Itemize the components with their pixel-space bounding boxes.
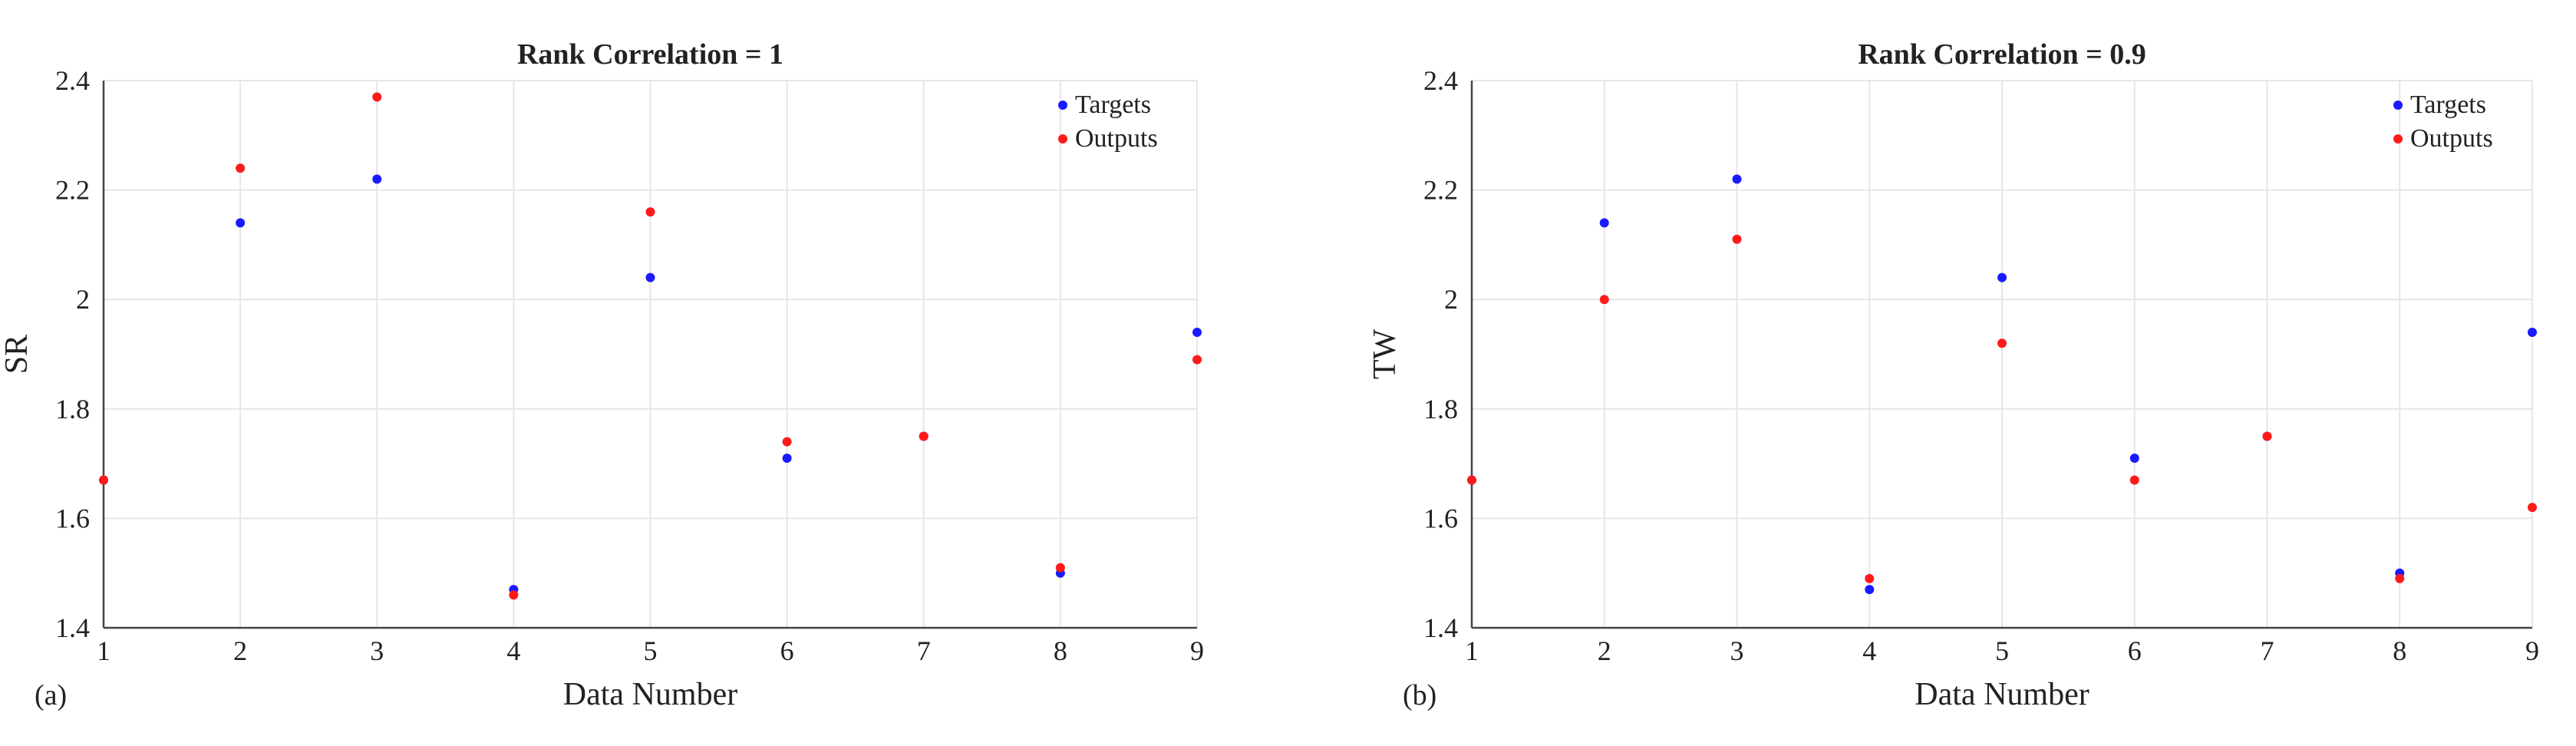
x-tick-label: 5 xyxy=(1995,635,2009,666)
y-tick-label: 2.2 xyxy=(1423,175,1458,206)
data-point-outputs xyxy=(782,437,792,447)
panel-label: (b) xyxy=(1403,679,1436,711)
data-point-targets xyxy=(1192,327,1202,337)
x-tick-label: 1 xyxy=(1465,635,1479,666)
y-tick-label: 2.4 xyxy=(1423,65,1458,96)
x-axis-label: Data Number xyxy=(1915,677,2089,712)
chart-title: Rank Correlation = 1 xyxy=(517,38,783,71)
data-point-targets xyxy=(1997,272,2007,282)
data-point-outputs xyxy=(2262,431,2272,441)
x-tick-label: 6 xyxy=(780,635,794,666)
legend-label: Targets xyxy=(2410,91,2486,119)
data-point-outputs xyxy=(2129,475,2139,485)
legend-label: Outputs xyxy=(2410,124,2493,153)
chart-a: 1 2 3 4 5 6 7 8 9 1.4 1.6 1.8 2 2.2 2.4 Rank Correlatio… xyxy=(0,38,1204,712)
chart-b: 1 2 3 4 5 6 7 8 9 1.4 1.6 1.8 2 2.2 2.4 Rank Correlatio… xyxy=(1367,38,2539,712)
y-tick-label: 2.2 xyxy=(55,175,90,206)
x-tick-label: 9 xyxy=(2525,635,2539,666)
x-tick-label: 6 xyxy=(2128,635,2142,666)
x-tick-label: 2 xyxy=(1598,635,1611,666)
y-tick-label: 1.6 xyxy=(1423,503,1458,533)
panel-label: (a) xyxy=(35,679,67,711)
data-point-outputs xyxy=(1055,563,1065,573)
data-point-targets xyxy=(236,218,246,228)
y-tick-label: 1.4 xyxy=(55,612,90,643)
data-point-outputs xyxy=(1599,295,1609,305)
data-point-outputs xyxy=(2395,573,2405,583)
x-tick-label: 7 xyxy=(2261,635,2274,666)
y-tick-label: 2 xyxy=(1444,284,1458,315)
data-point-targets xyxy=(1599,218,1609,228)
data-point-outputs xyxy=(1192,355,1202,365)
data-point-outputs xyxy=(2528,503,2537,513)
y-tick-label: 1.6 xyxy=(55,503,90,533)
data-point-outputs xyxy=(1865,573,1875,583)
data-point-targets xyxy=(782,453,792,463)
y-tick-label: 1.4 xyxy=(1423,612,1458,643)
legend-label: Outputs xyxy=(1075,124,1158,153)
x-tick-label: 8 xyxy=(1054,635,1067,666)
data-point-targets xyxy=(2129,453,2139,463)
x-tick-label: 3 xyxy=(370,635,384,666)
x-tick-label: 5 xyxy=(644,635,658,666)
x-tick-label: 4 xyxy=(1862,635,1876,666)
data-point-outputs xyxy=(1732,234,1742,244)
x-tick-label: 1 xyxy=(97,635,110,666)
data-point-outputs xyxy=(645,207,655,217)
x-tick-label: 9 xyxy=(1190,635,1204,666)
data-point-outputs xyxy=(236,163,246,173)
data-point-targets xyxy=(1732,174,1742,184)
y-tick-label: 2 xyxy=(76,284,90,315)
data-point-outputs xyxy=(99,475,108,485)
y-tick-label: 1.8 xyxy=(55,394,90,424)
x-tick-label: 8 xyxy=(2393,635,2406,666)
y-axis-label: TW xyxy=(1367,328,1403,379)
legend-marker-targets xyxy=(1058,101,1067,110)
y-tick-label: 1.8 xyxy=(1423,394,1458,424)
data-point-outputs xyxy=(372,92,382,102)
data-point-targets xyxy=(645,272,655,282)
data-point-outputs xyxy=(1467,475,1476,485)
legend-marker-outputs xyxy=(2393,134,2403,144)
data-point-outputs xyxy=(919,431,928,441)
data-point-targets xyxy=(2528,327,2537,337)
x-tick-label: 4 xyxy=(506,635,520,666)
x-tick-label: 2 xyxy=(233,635,247,666)
legend-marker-outputs xyxy=(1058,134,1067,144)
legend-label: Targets xyxy=(1075,91,1151,119)
x-axis-label: Data Number xyxy=(563,677,737,712)
data-point-targets xyxy=(1865,585,1875,595)
y-axis-label: SR xyxy=(0,335,35,374)
data-point-outputs xyxy=(509,590,519,600)
x-tick-label: 7 xyxy=(917,635,931,666)
legend-marker-targets xyxy=(2393,101,2403,110)
y-tick-label: 2.4 xyxy=(55,65,90,96)
x-tick-label: 3 xyxy=(1730,635,1744,666)
data-point-outputs xyxy=(1997,338,2007,348)
chart-title: Rank Correlation = 0.9 xyxy=(1858,38,2146,71)
data-point-targets xyxy=(372,174,382,184)
